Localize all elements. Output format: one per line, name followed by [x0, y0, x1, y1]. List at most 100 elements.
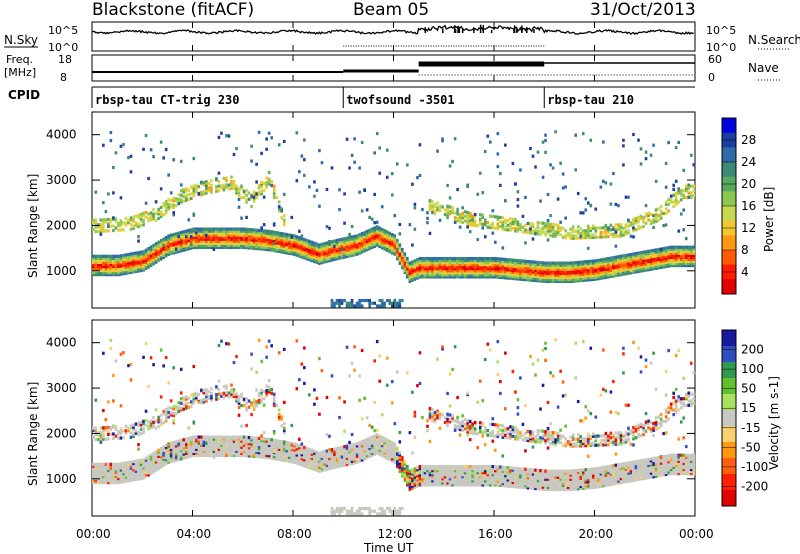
power-cell: [556, 261, 560, 265]
power-cell: [237, 245, 241, 250]
power-cell: [584, 270, 588, 274]
power-cell: [499, 273, 502, 277]
power-cell: [383, 245, 387, 249]
power-cell: [313, 253, 316, 257]
power-cell: [325, 249, 329, 253]
velocity-cell: [197, 453, 201, 458]
power-cell: [355, 238, 359, 242]
power-cell: [421, 263, 424, 267]
velocity-cell: [245, 449, 248, 454]
velocity-cell: [192, 420, 196, 424]
power-cell: [594, 259, 598, 263]
power-cell: [129, 268, 133, 272]
velocity-cell: [232, 441, 236, 445]
power-cell: [549, 222, 552, 226]
power-cell: [481, 259, 485, 263]
power-cell: [692, 261, 696, 266]
power-cell: [245, 215, 248, 220]
power-cell: [308, 185, 311, 189]
power-cell: [516, 204, 520, 208]
power-cell: [501, 220, 505, 224]
velocity-cell: [250, 442, 253, 446]
velocity-cell: [172, 440, 175, 445]
velocity-cell: [335, 463, 339, 467]
power-cell: [245, 198, 248, 202]
velocity-cell: [265, 355, 268, 359]
power-cell: [667, 254, 670, 258]
power-cell: [463, 271, 467, 275]
power-cell: [154, 246, 158, 250]
power-cell: [468, 265, 472, 269]
velocity-cell: [192, 435, 196, 439]
power-cell: [97, 266, 100, 271]
power-cell: [99, 273, 103, 277]
velocity-cell: [112, 474, 115, 479]
power-cell: [488, 214, 492, 218]
colorbar-tick-label: 8: [741, 243, 749, 257]
velocity-cell: [308, 451, 311, 456]
power-cell: [654, 266, 658, 270]
velocity-cell: [240, 451, 243, 456]
power-cell: [589, 263, 593, 267]
velocity-cell: [104, 464, 108, 468]
velocity-cell: [159, 420, 163, 424]
velocity-cell: [247, 405, 251, 409]
power-cell: [385, 236, 389, 240]
power-cell: [267, 241, 271, 246]
power-cell: [599, 266, 603, 270]
power-cell: [639, 269, 643, 273]
velocity-cell: [102, 351, 105, 355]
power-cell: [308, 245, 311, 250]
velocity-cell: [215, 445, 218, 449]
power-cell: [433, 211, 437, 216]
power-cell: [406, 265, 409, 269]
power-cell: [202, 243, 206, 248]
velocity-cell: [149, 453, 153, 457]
velocity-cell: [157, 424, 160, 429]
power-cell: [478, 267, 482, 271]
power-cell: [99, 260, 103, 265]
power-cell: [526, 228, 530, 232]
velocity-cell: [232, 394, 236, 399]
power-cell: [597, 258, 600, 262]
power-cell: [466, 271, 469, 275]
power-cell: [157, 259, 160, 263]
power-cell: [205, 233, 208, 237]
power-cell: [546, 229, 550, 233]
velocity-cell: [272, 442, 276, 446]
power-cell: [265, 237, 268, 241]
power-cell: [368, 234, 371, 238]
power-cell: [137, 261, 140, 265]
power-cell: [390, 251, 394, 255]
colorbar-tick-label: 12: [741, 221, 756, 235]
power-cell: [531, 231, 535, 235]
power-cell: [300, 243, 304, 247]
power-cell: [255, 234, 258, 238]
velocity-cell: [280, 458, 284, 462]
velocity-cell: [122, 480, 125, 484]
power-cell: [659, 214, 663, 218]
power-cell: [579, 262, 583, 266]
power-cell: [388, 239, 392, 244]
power-cell: [574, 275, 577, 279]
velocity-cell: [124, 424, 128, 428]
velocity-cell: [192, 401, 196, 405]
power-cell: [443, 263, 447, 267]
power-cell: [137, 222, 140, 226]
power-cell: [368, 215, 371, 219]
velocity-cell: [154, 464, 158, 468]
power-cell: [544, 261, 547, 265]
velocity-cell: [174, 450, 178, 454]
velocity-cell: [202, 435, 206, 439]
power-cell: [511, 262, 515, 266]
power-cell: [182, 232, 186, 236]
power-cell: [370, 243, 374, 248]
power-cell: [398, 253, 402, 257]
power-cell: [456, 207, 459, 212]
power-cell: [325, 245, 329, 249]
velocity-cell: [97, 470, 100, 475]
nsky-series: [91, 24, 694, 47]
power-cell: [335, 238, 339, 243]
velocity-cell: [245, 439, 248, 443]
power-cell: [318, 253, 321, 257]
